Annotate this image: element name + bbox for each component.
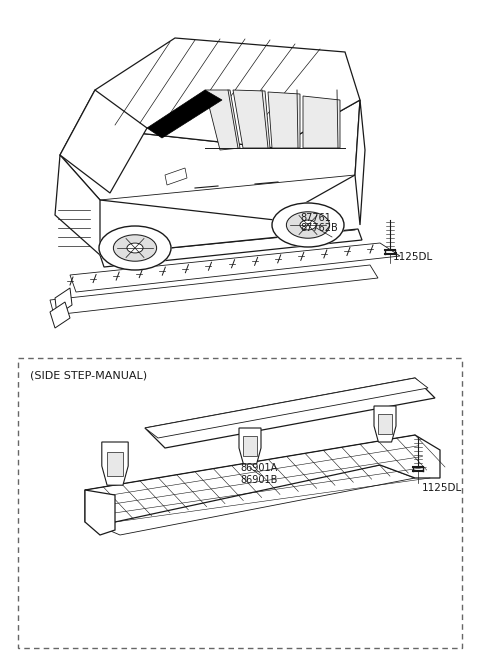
Ellipse shape — [113, 235, 156, 261]
Text: 87761: 87761 — [300, 213, 331, 223]
Polygon shape — [239, 428, 261, 464]
Ellipse shape — [99, 226, 171, 270]
Text: 1125DL: 1125DL — [422, 483, 462, 493]
Text: (SIDE STEP-MANUAL): (SIDE STEP-MANUAL) — [30, 371, 147, 381]
Ellipse shape — [127, 243, 143, 253]
Polygon shape — [243, 436, 257, 456]
Ellipse shape — [287, 212, 330, 238]
Polygon shape — [205, 90, 240, 150]
Polygon shape — [374, 406, 396, 442]
Polygon shape — [95, 38, 360, 148]
Polygon shape — [85, 435, 440, 522]
Polygon shape — [70, 243, 400, 292]
Polygon shape — [60, 90, 147, 193]
Polygon shape — [55, 155, 100, 255]
FancyBboxPatch shape — [18, 358, 462, 648]
Polygon shape — [378, 414, 392, 434]
Polygon shape — [50, 302, 70, 328]
Polygon shape — [85, 465, 415, 535]
Polygon shape — [268, 92, 300, 148]
Polygon shape — [55, 288, 72, 315]
Polygon shape — [165, 168, 187, 185]
Polygon shape — [85, 490, 115, 535]
Text: 1125DL: 1125DL — [393, 252, 433, 262]
Ellipse shape — [300, 220, 316, 230]
Text: 86901A: 86901A — [240, 463, 277, 473]
Polygon shape — [102, 442, 128, 485]
Polygon shape — [233, 90, 270, 148]
Polygon shape — [107, 451, 123, 476]
Polygon shape — [145, 378, 435, 448]
Polygon shape — [355, 100, 365, 225]
Text: 87762B: 87762B — [300, 223, 338, 233]
Ellipse shape — [272, 203, 344, 247]
Text: 86901B: 86901B — [240, 475, 277, 485]
Polygon shape — [147, 90, 222, 138]
Polygon shape — [50, 265, 378, 315]
Polygon shape — [303, 96, 340, 148]
Polygon shape — [145, 378, 428, 438]
Polygon shape — [60, 90, 360, 220]
Polygon shape — [100, 229, 362, 267]
